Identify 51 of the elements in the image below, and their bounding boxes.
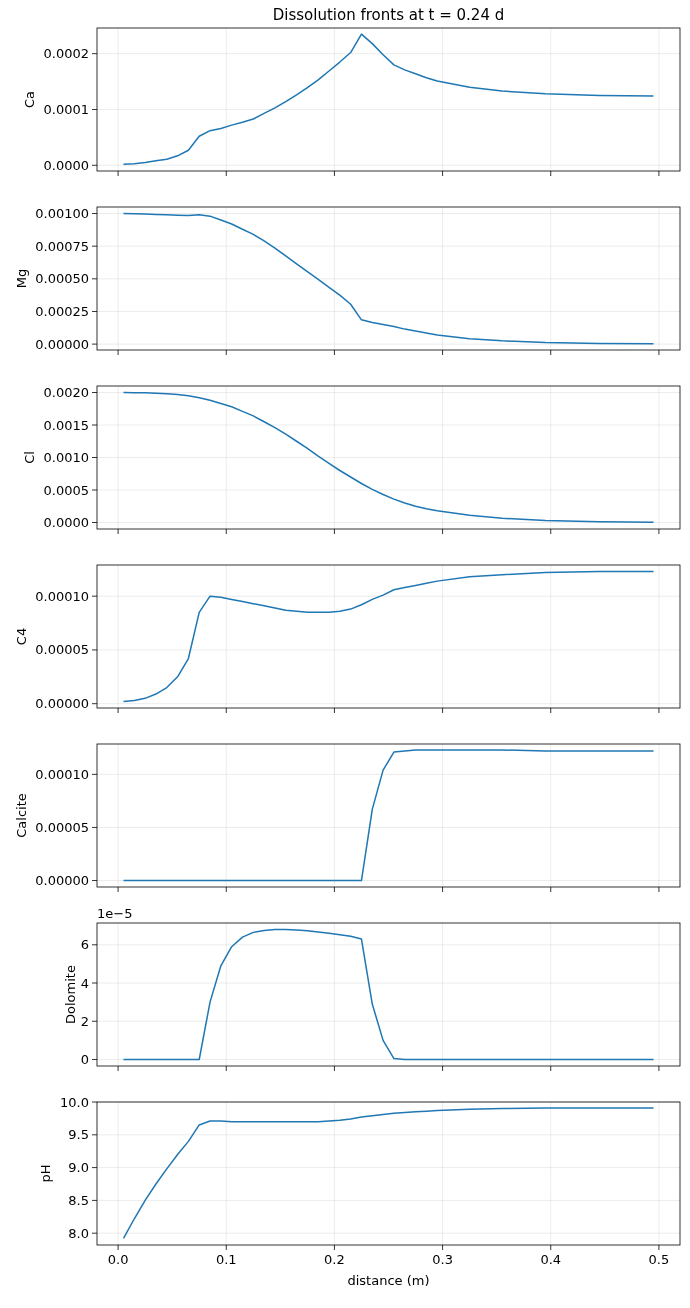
y-tick-label: 0.00000 (35, 696, 89, 712)
y-tick-label: 0.0000 (43, 515, 89, 531)
x-tick-label: 0.1 (215, 1252, 237, 1267)
y-axis-title: Ca (21, 90, 37, 109)
y-tick-label: 0.0001 (43, 102, 89, 118)
x-tick-label: 0.2 (324, 1252, 345, 1267)
x-tick-label: 0.4 (540, 1252, 562, 1267)
y-tick-label: 0.00050 (35, 271, 89, 287)
y-tick-label: 0.0000 (43, 157, 89, 173)
line-series (122, 391, 655, 524)
chart-title: Dissolution fronts at t = 0.24 d (272, 6, 505, 24)
line-series (122, 749, 655, 882)
y-tick-label: 0.00075 (35, 238, 89, 254)
y-axis-title: C4 (13, 627, 29, 646)
y-tick-label: 0.00005 (35, 819, 89, 835)
y-tick-label: 10.0 (60, 1094, 89, 1110)
y-tick-label: 0.0005 (43, 482, 89, 498)
y-tick-label: 0.00000 (35, 336, 89, 352)
line-series (122, 570, 655, 703)
y-tick-label: 0.00010 (35, 766, 89, 782)
y-tick-label: 0.00025 (35, 304, 89, 320)
y-tick-label: 2 (80, 1013, 89, 1029)
line-series (122, 33, 655, 165)
x-tick-label: 0.0 (107, 1252, 129, 1267)
y-tick-label: 0.00100 (35, 206, 89, 222)
y-tick-label: 8.0 (68, 1225, 89, 1241)
y-axis-title: Cl (21, 451, 37, 464)
y-tick-label: 0.00000 (35, 873, 89, 889)
y-axis-title: pH (38, 1164, 54, 1183)
y-tick-label: 0.0010 (43, 450, 89, 466)
y-tick-label: 0.0020 (43, 385, 89, 401)
line-series (122, 1107, 655, 1240)
y-tick-label: 6 (80, 937, 89, 953)
x-tick-label: 0.5 (648, 1252, 670, 1267)
y-tick-label: 0.0015 (43, 417, 89, 433)
y-tick-label: 0.00005 (35, 642, 89, 658)
x-tick-label: 0.3 (432, 1252, 453, 1267)
x-axis-title: distance (m) (347, 1273, 430, 1288)
y-tick-label: 9.5 (68, 1127, 89, 1143)
y-axis-title: Calcite (13, 793, 29, 838)
y-tick-label: 0.00010 (35, 588, 89, 604)
line-series (122, 212, 655, 345)
y-tick-label: 9.0 (68, 1160, 89, 1176)
text: 1e−5 (97, 906, 133, 921)
line-series (122, 928, 655, 1061)
y-tick-label: 8.5 (68, 1192, 89, 1208)
y-tick-label: 0.0002 (43, 46, 89, 62)
y-tick-label: 4 (80, 975, 89, 991)
y-axis-title: Mg (13, 268, 29, 289)
y-axis-title: Dolomite (62, 965, 78, 1024)
y-tick-label: 0 (80, 1052, 89, 1068)
